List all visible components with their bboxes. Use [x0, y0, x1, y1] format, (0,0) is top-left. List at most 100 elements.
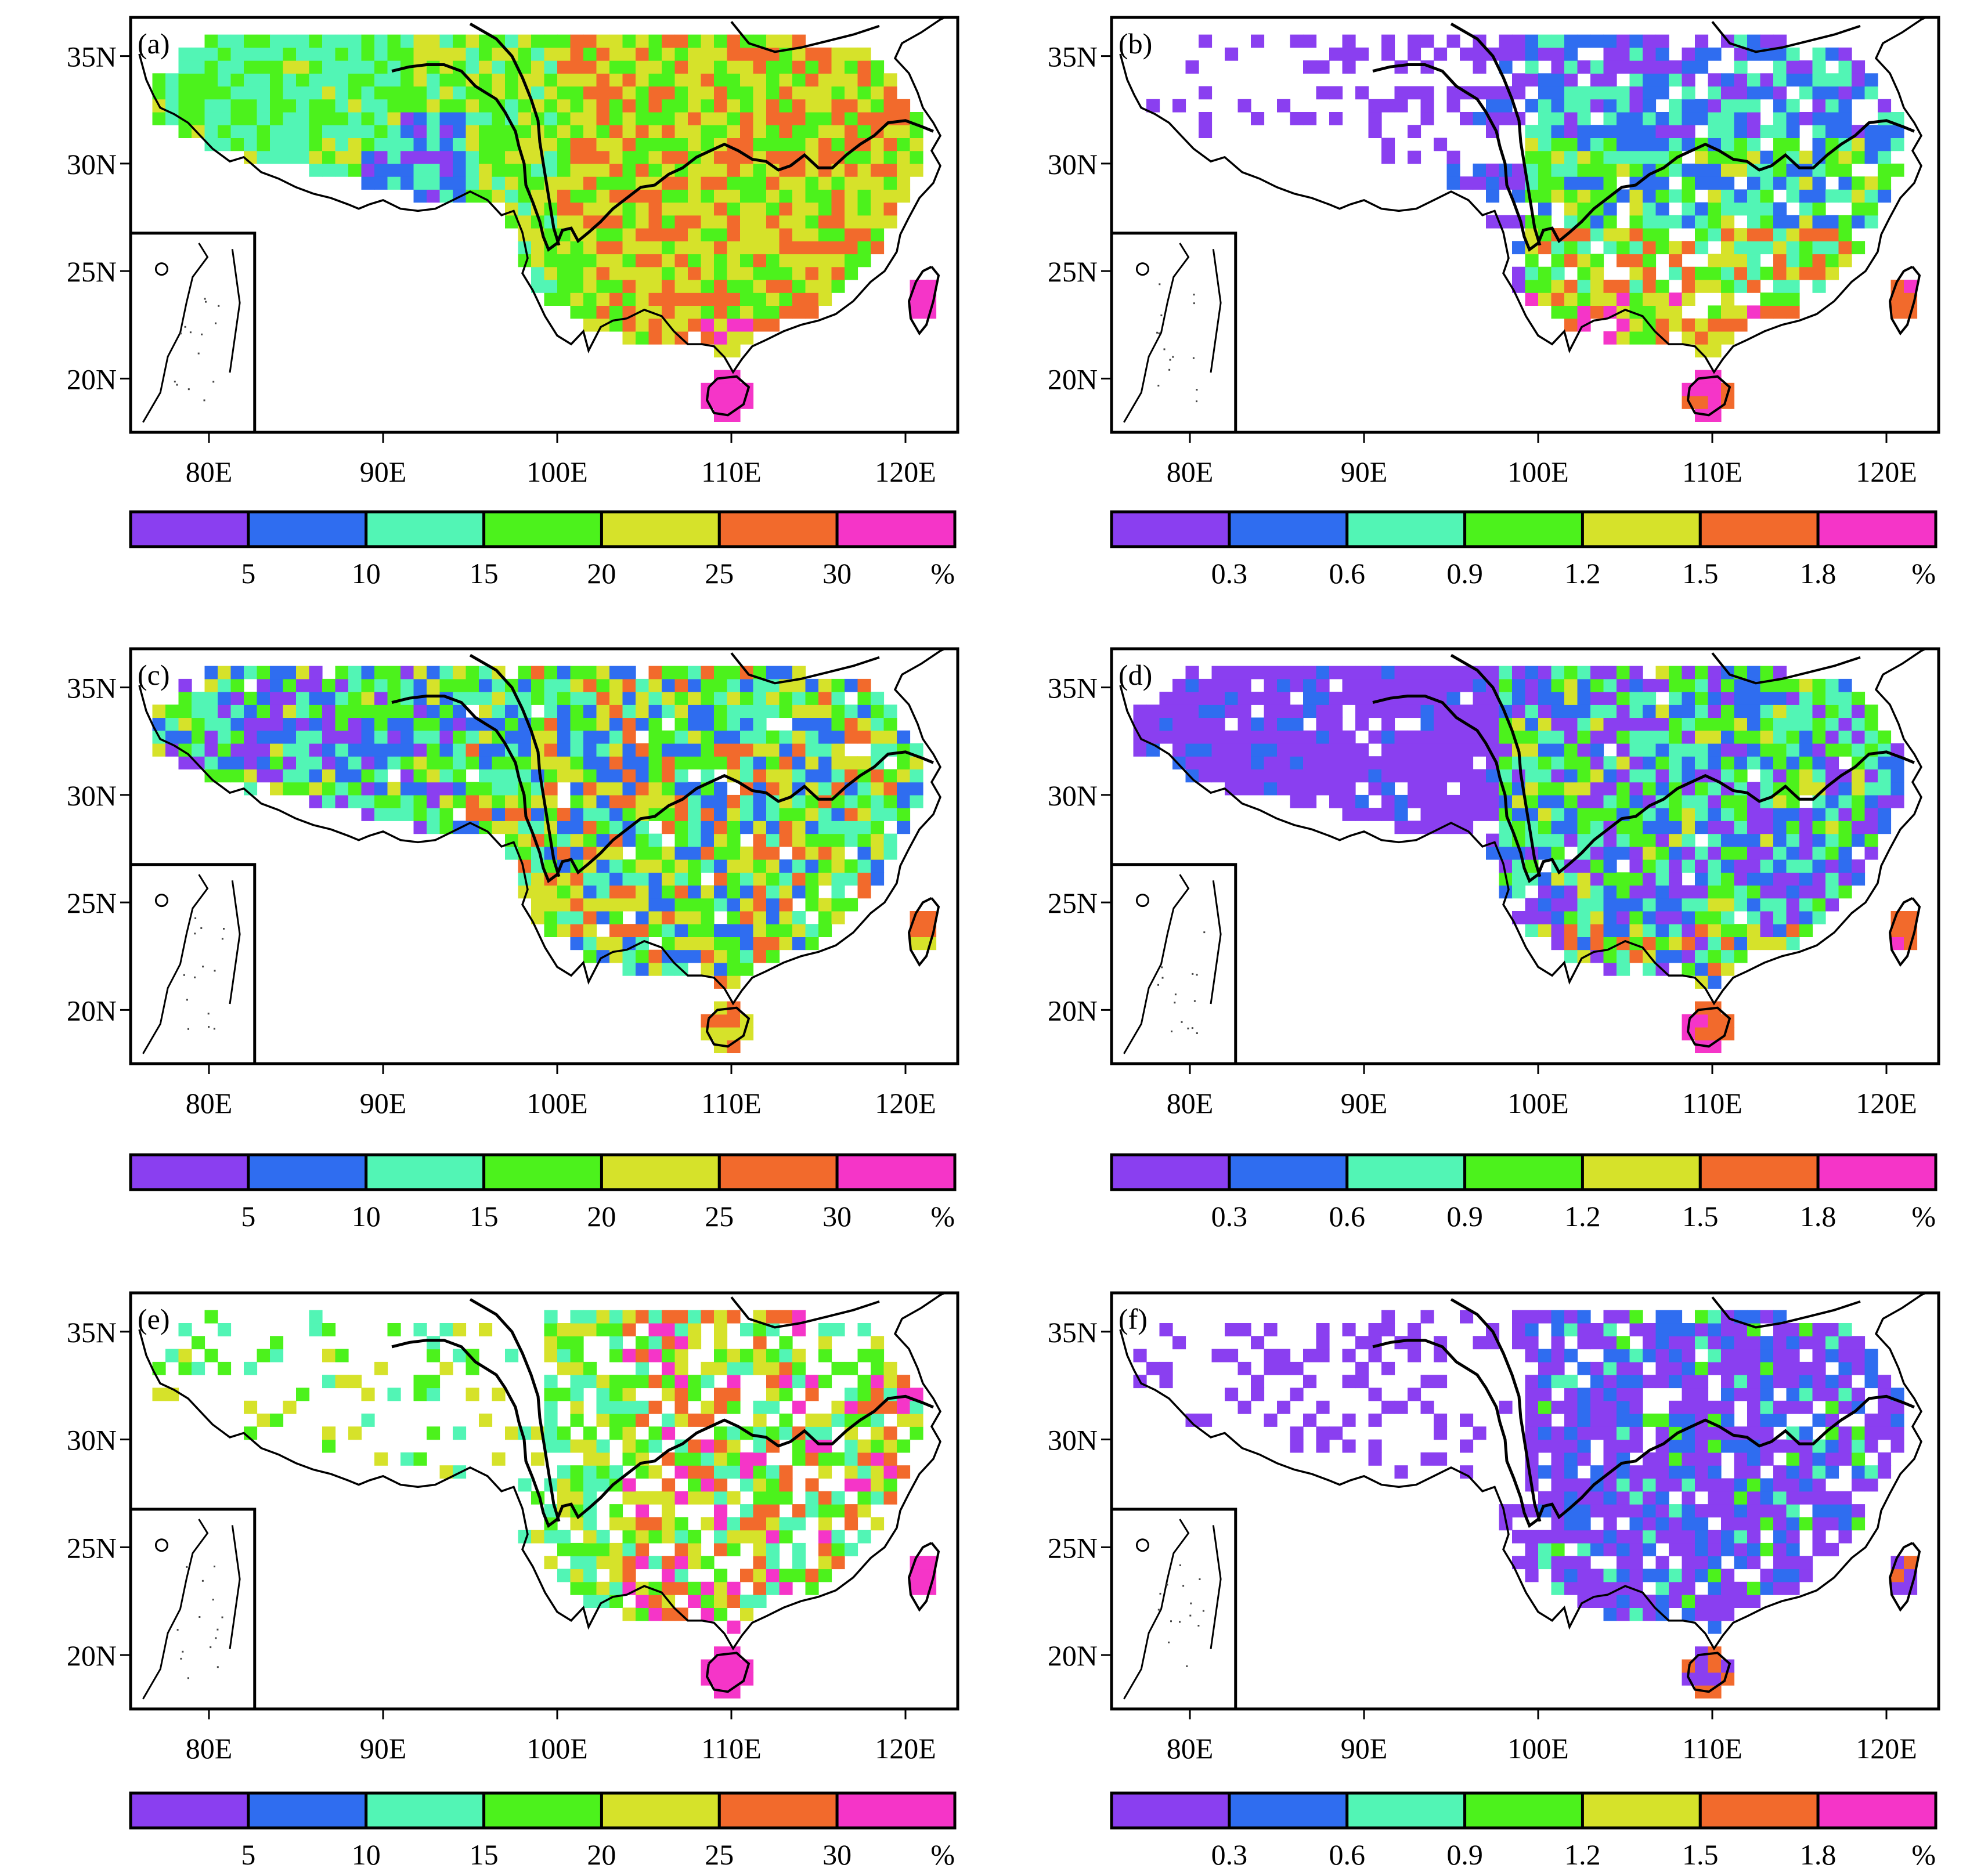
- grid-cell: [466, 717, 479, 731]
- grid-cell: [335, 47, 349, 61]
- grid-cell: [335, 704, 349, 718]
- grid-cell: [845, 125, 858, 138]
- grid-cell: [845, 1400, 858, 1414]
- grid-cell: [1329, 730, 1343, 744]
- colorbar-swatch: [1581, 1791, 1702, 1830]
- grid-cell: [662, 859, 676, 873]
- grid-cell: [674, 1530, 688, 1544]
- grid-cell: [662, 872, 676, 886]
- grid-cell: [1603, 692, 1617, 705]
- grid-cell: [1643, 872, 1657, 886]
- grid-cell: [753, 937, 767, 951]
- grid-cell: [1890, 163, 1904, 177]
- lat-tick-label: 35N: [67, 41, 117, 73]
- grid-cell: [1551, 266, 1565, 280]
- grid-cell: [871, 99, 885, 113]
- grid-cell: [427, 756, 441, 769]
- grid-cell: [871, 743, 885, 757]
- grid-cell: [648, 769, 662, 783]
- grid-cell: [1669, 1569, 1683, 1582]
- grid-cell: [766, 704, 780, 718]
- grid-cell: [1655, 730, 1669, 744]
- grid-cell: [1799, 1387, 1813, 1401]
- lon-tick-label: 120E: [1856, 1087, 1917, 1119]
- grid-cell: [1669, 1375, 1683, 1389]
- grid-cell: [1812, 911, 1826, 924]
- grid-cell: [688, 821, 702, 834]
- grid-cell: [1655, 704, 1669, 718]
- grid-cell: [1747, 1504, 1761, 1517]
- grid-cell: [1172, 99, 1186, 113]
- grid-cell: [779, 241, 793, 255]
- grid-cell: [1682, 215, 1695, 229]
- grid-cell: [1655, 1375, 1669, 1389]
- grid-cell: [1838, 1439, 1852, 1453]
- grid-cell: [1760, 34, 1774, 48]
- grid-cell: [1695, 112, 1709, 125]
- grid-cell: [1812, 808, 1826, 821]
- grid-cell: [1590, 1414, 1604, 1427]
- grid-cell: [779, 99, 793, 113]
- grid-cell: [1812, 730, 1826, 744]
- grid-cell: [309, 73, 323, 87]
- grid-cell: [557, 678, 571, 692]
- grid-cell: [1603, 1426, 1617, 1440]
- grid-cell: [453, 717, 467, 731]
- grid-cell: [1329, 717, 1343, 731]
- grid-cell: [662, 666, 676, 680]
- grid-cell: [910, 1569, 923, 1582]
- grid-cell: [766, 911, 780, 924]
- grid-cell: [1786, 228, 1800, 241]
- grid-cell: [622, 47, 636, 61]
- grid-cell: [622, 292, 636, 306]
- grid-cell: [831, 47, 845, 61]
- grid-cell: [230, 60, 244, 74]
- lon-tick-label: 80E: [1167, 1732, 1214, 1765]
- grid-cell: [727, 1595, 741, 1608]
- grid-cell: [1277, 704, 1291, 718]
- grid-cell: [244, 125, 258, 138]
- grid-cell: [1329, 666, 1343, 680]
- grid-cell: [1760, 1581, 1774, 1595]
- grid-cell: [1825, 125, 1839, 138]
- grid-cell: [583, 756, 597, 769]
- grid-cell: [871, 1478, 885, 1492]
- grid-cell: [1773, 911, 1787, 924]
- grid-cell: [753, 1336, 767, 1350]
- grid-cell: [1669, 730, 1683, 744]
- grid-cell: [1734, 138, 1748, 151]
- grid-cell: [570, 189, 584, 203]
- grid-cell: [1564, 898, 1578, 912]
- river-line: [469, 22, 561, 246]
- grid-cell: [792, 60, 806, 74]
- grid-cell: [583, 112, 597, 125]
- grid-cell: [636, 846, 650, 860]
- grid-cell: [740, 924, 754, 937]
- grid-cell: [857, 1491, 871, 1505]
- grid-cell: [740, 47, 754, 61]
- grid-cell: [283, 47, 297, 61]
- grid-cell: [596, 280, 610, 293]
- grid-cell: [1499, 692, 1513, 705]
- grid-cell: [609, 924, 623, 937]
- grid-cell: [831, 125, 845, 138]
- grid-cell: [897, 1387, 911, 1401]
- grid-cell: [636, 872, 650, 886]
- grid-cell: [1473, 692, 1487, 705]
- grid-cell: [674, 292, 688, 306]
- grid-cell: [1603, 924, 1617, 937]
- grid-cell: [674, 1387, 688, 1401]
- grid-cell: [583, 1426, 597, 1440]
- grid-cell: [1838, 1517, 1852, 1531]
- grid-cell: [1825, 99, 1839, 113]
- lat-tick-label: 25N: [67, 255, 117, 288]
- grid-cell: [740, 808, 754, 821]
- grid-cell: [296, 150, 310, 164]
- taiwan-outline: [1888, 265, 1921, 336]
- grid-cell: [296, 138, 310, 151]
- grid-cell: [701, 266, 715, 280]
- grid-cell: [1525, 189, 1539, 203]
- grid-cell: [1747, 1452, 1761, 1466]
- grid-cell: [1617, 1607, 1630, 1621]
- grid-cell: [570, 150, 584, 164]
